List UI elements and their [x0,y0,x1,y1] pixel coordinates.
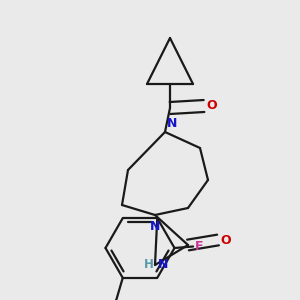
Text: N: N [158,259,168,272]
Text: F: F [195,240,203,253]
Text: N: N [150,220,160,233]
Text: H: H [144,259,154,272]
Text: O: O [220,233,231,247]
Text: O: O [206,100,217,112]
Text: N: N [167,118,177,130]
